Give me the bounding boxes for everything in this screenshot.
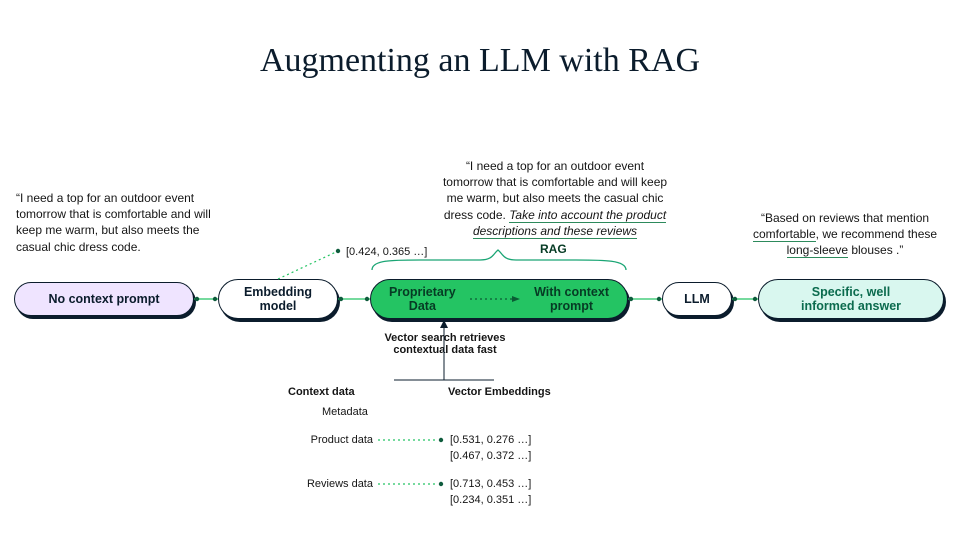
quote-right: “Based on reviews that mention comfortab… [740,210,950,259]
rag-green-box: Proprietary Data With context prompt [370,279,628,319]
row-reviews-val-0: [0.713, 0.453 …] [450,478,531,490]
answer-l1: Specific, well [801,285,901,299]
context-l2: prompt [534,299,609,313]
quote-right-u2: long-sleeve [787,243,848,258]
pill-no-context-prompt: No context prompt [14,282,194,316]
embedding-line1: Embedding [244,285,312,299]
col-context-data: Context data [288,386,355,398]
green-right: With context prompt [534,285,609,314]
diagram-title: Augmenting an LLM with RAG [0,42,960,80]
metadata-label: Metadata [322,406,368,418]
row-reviews-val-1: [0.234, 0.351 …] [450,494,531,506]
pill-answer: Specific, well informed answer [758,279,944,319]
quote-center: “I need a top for an outdoor event tomor… [440,158,670,239]
col-vector-embeddings: Vector Embeddings [448,386,551,398]
quote-right-u1: comfortable [753,227,816,242]
pill-no-context-label: No context prompt [48,292,159,306]
context-l1: With context [534,285,609,299]
row-product-val-0: [0.531, 0.276 …] [450,434,531,446]
vs-l2: contextual data fast [360,344,530,356]
quote-right-pre: “Based on reviews that mention [761,211,929,225]
proprietary-l1: Proprietary [389,285,456,299]
vs-l1: Vector search retrieves [360,332,530,344]
embedding-line2: model [244,299,312,313]
pill-embedding-model: Embedding model [218,279,338,319]
pill-llm-label: LLM [684,292,710,306]
green-left: Proprietary Data [389,285,456,314]
embedding-vector-output: [0.424, 0.365 …] [346,246,427,258]
vector-search-caption: Vector search retrieves contextual data … [360,332,530,356]
row-product-val-1: [0.467, 0.372 …] [450,450,531,462]
green-dash-arrow-icon [470,294,520,304]
quote-right-post: blouses .” [848,243,903,257]
quote-right-mid: , we recommend these [816,227,937,241]
rag-label: RAG [540,242,567,256]
row-reviews-label: Reviews data [298,478,373,490]
proprietary-l2: Data [389,299,456,313]
answer-l2: informed answer [801,299,901,313]
pill-llm: LLM [662,282,732,316]
quote-left: “I need a top for an outdoor event tomor… [16,190,236,255]
row-product-label: Product data [298,434,373,446]
